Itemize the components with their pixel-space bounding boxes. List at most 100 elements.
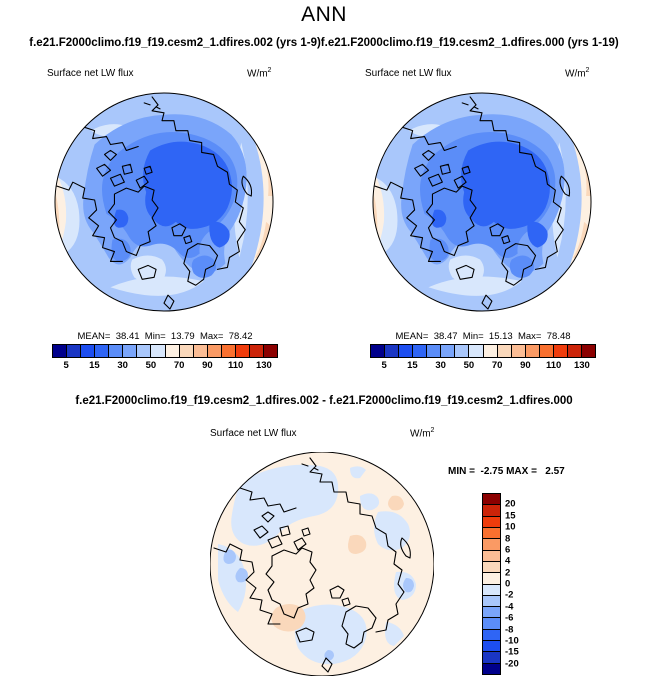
colorbar-tick-label: 110	[545, 360, 562, 371]
colorbar-cell	[483, 527, 500, 540]
colorbar-cell	[483, 641, 500, 653]
colorbar-cells	[482, 493, 501, 675]
units-base: W/m	[247, 68, 268, 80]
colorbar-tick-label: 5	[381, 360, 387, 371]
colorbar-tick-label: 5	[63, 360, 69, 371]
colorbar-cell	[165, 345, 180, 357]
units-label: W/m2	[247, 67, 271, 79]
polar-map-difference	[210, 452, 434, 676]
colorbar-cell	[137, 345, 152, 357]
colorbar-cell	[497, 345, 512, 357]
colorbar-tick-label: 30	[435, 360, 446, 371]
case-right-label: f.e21.F2000climo.f19_f19.cesm2_1.dfires.…	[320, 37, 619, 49]
colorbar-cell	[221, 345, 236, 357]
colorbar-tick-label: 15	[89, 360, 100, 371]
units-exponent: 2	[267, 67, 272, 74]
colorbar-cell	[469, 345, 484, 357]
colorbar-cell	[483, 573, 500, 585]
colorbar-right: 5 15 30 50 70 90 110 130	[370, 344, 596, 371]
colorbar-cell	[525, 345, 540, 357]
colorbar-tick-label: -2	[505, 589, 514, 601]
colorbar-tick-label: 20	[505, 498, 516, 510]
colorbar-tick-label: 2	[505, 567, 511, 579]
colorbar-tick-label: 50	[463, 360, 475, 371]
colorbar-tick-label: -6	[505, 612, 514, 624]
units-label: W/m2	[565, 67, 589, 79]
colorbar-difference-labels: 20 15 10 8 6 4 2 0 -2 -4 -6 -8 -10 -15 -20	[505, 493, 535, 675]
colorbar-cell	[455, 345, 470, 357]
colorbar-cell	[483, 345, 498, 357]
colorbar-tick-label: 8	[505, 533, 511, 544]
colorbar-tick-label: 90	[520, 360, 531, 371]
colorbar-cell	[483, 607, 500, 619]
colorbar-cell	[483, 618, 500, 630]
colorbar-tick-label: -20	[505, 658, 519, 670]
colorbar-tick-label: 50	[145, 360, 157, 371]
colorbar-tick-label: 6	[505, 544, 511, 556]
panel-case-right: Surface net LW flux W/m2 MEAN= 38.47 Min…	[318, 60, 648, 390]
colorbar-cell	[151, 345, 166, 357]
colorbar-tick-label: 10	[505, 521, 516, 533]
colorbar-tick-label: 130	[573, 360, 590, 371]
colorbar-cell	[413, 345, 428, 357]
colorbar-tick-label: 90	[202, 360, 213, 371]
colorbar-cell	[399, 345, 414, 357]
colorbar-cell	[483, 595, 500, 608]
colorbar-labels: 5 15 30 50 70 90 110 130	[52, 360, 278, 372]
colorbar-cell	[483, 494, 500, 506]
units-label: W/m2	[410, 427, 434, 439]
colorbar-tick-label: -4	[505, 601, 514, 613]
colorbar-cell	[483, 629, 500, 642]
colorbar-cell	[483, 663, 500, 674]
colorbar-cell	[483, 505, 500, 517]
colorbar-cell	[483, 652, 500, 664]
units-exponent: 2	[585, 67, 590, 74]
colorbar-cell	[249, 345, 264, 357]
polar-map-case-right	[371, 91, 593, 313]
units-exponent: 2	[430, 427, 435, 434]
colorbar-cell	[263, 345, 277, 357]
colorbar-difference	[482, 493, 501, 675]
diff-minmax-line: MIN = -2.75 MAX = 2.57	[448, 466, 565, 477]
colorbar-cell	[483, 584, 500, 596]
colorbar-cell	[511, 345, 526, 357]
colorbar-tick-label: 70	[173, 360, 185, 371]
colorbar-cell	[553, 345, 568, 357]
units-base: W/m	[410, 428, 431, 440]
figure-title: ANN	[301, 3, 347, 26]
colorbar-cell	[441, 345, 456, 357]
colorbar-tick-label: -15	[505, 646, 519, 658]
colorbar-tick-label: 0	[505, 578, 511, 590]
colorbar-tick-label: 15	[407, 360, 418, 371]
panel-case-left: Surface net LW flux W/m2 MEAN= 38.41 Min…	[0, 60, 330, 390]
colorbar-cell	[483, 539, 500, 551]
variable-label: Surface net LW flux	[47, 68, 134, 79]
colorbar-tick-label: 110	[227, 360, 244, 371]
colorbar-cell	[207, 345, 222, 357]
colorbar-tick-label: 70	[491, 360, 503, 371]
colorbar-tick-label: -10	[505, 635, 519, 647]
colorbar-cell	[483, 516, 500, 528]
colorbar-cell	[385, 345, 400, 357]
colorbar-cells	[370, 344, 596, 358]
colorbar-cell	[581, 345, 595, 357]
units-base: W/m	[565, 68, 586, 80]
colorbar-cell	[483, 550, 500, 562]
colorbar-tick-label: 4	[505, 555, 511, 567]
case-titles: f.e21.F2000climo.f19_f19.cesm2_1.dfires.…	[0, 37, 648, 49]
colorbar-cell	[567, 345, 582, 357]
colorbar-cell	[81, 345, 96, 357]
colorbar-cell	[109, 345, 124, 357]
colorbar-cell	[53, 345, 68, 357]
colorbar-cell	[193, 345, 208, 357]
case-left-label: f.e21.F2000climo.f19_f19.cesm2_1.dfires.…	[29, 37, 321, 49]
colorbar-cell	[123, 345, 138, 357]
colorbar-cell	[483, 561, 500, 574]
stats-line-left: MEAN= 38.41 Min= 13.79 Max= 78.42	[77, 331, 253, 342]
colorbar-cell	[371, 345, 386, 357]
difference-title: f.e21.F2000climo.f19_f19.cesm2_1.dfires.…	[75, 395, 573, 407]
colorbar-left: 5 15 30 50 70 90 110 130	[52, 344, 278, 371]
polar-map-case-left	[53, 91, 275, 313]
colorbar-tick-label: 130	[255, 360, 272, 371]
